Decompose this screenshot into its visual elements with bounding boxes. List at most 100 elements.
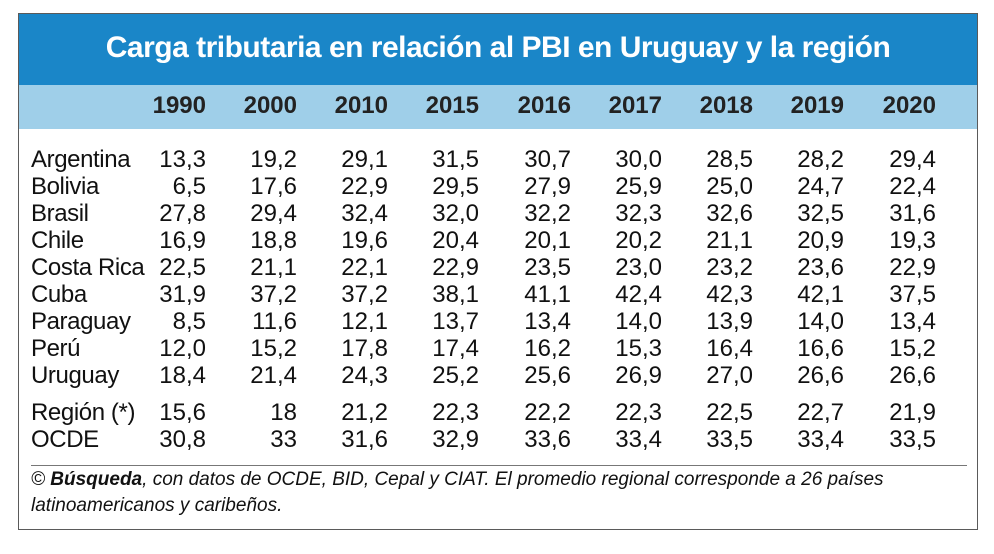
table-cell: 29,1 [341, 146, 388, 173]
row-label: Costa Rica [31, 254, 145, 281]
table-cell: 29,4 [250, 200, 297, 227]
table-cell: 27,0 [706, 362, 753, 389]
table-cell: 13,7 [432, 308, 479, 335]
table-cell: 28,5 [706, 146, 753, 173]
table-cell: 22,3 [615, 399, 662, 426]
row-label: Perú [31, 335, 81, 362]
table-cell: 14,0 [797, 308, 844, 335]
table-cell: 31,5 [432, 146, 479, 173]
table-cell: 33,4 [615, 426, 662, 453]
table-cell: 22,9 [432, 254, 479, 281]
column-header-2019: 2019 [790, 92, 844, 119]
table-cell: 16,2 [524, 335, 571, 362]
table-cell: 22,1 [341, 254, 388, 281]
table-cell: 23,0 [615, 254, 662, 281]
table-cell: 31,6 [341, 426, 388, 453]
table-cell: 29,5 [432, 173, 479, 200]
table-cell: 15,6 [159, 399, 206, 426]
table-cell: 27,9 [524, 173, 571, 200]
table-cell: 8,5 [172, 308, 206, 335]
table-cell: 16,9 [159, 227, 206, 254]
table-cell: 15,2 [889, 335, 936, 362]
table-cell: 42,3 [706, 281, 753, 308]
table-cell: 18,4 [159, 362, 206, 389]
table-cell: 31,9 [159, 281, 206, 308]
table-cell: 32,3 [615, 200, 662, 227]
table-cell: 13,3 [159, 146, 206, 173]
table-cell: 32,6 [706, 200, 753, 227]
table-cell: 33,5 [706, 426, 753, 453]
table-cell: 25,6 [524, 362, 571, 389]
table-cell: 32,0 [432, 200, 479, 227]
table-cell: 15,2 [250, 335, 297, 362]
table-cell: 25,0 [706, 173, 753, 200]
table-cell: 21,2 [341, 399, 388, 426]
source-note: © Búsqueda, con datos de OCDE, BID, Cepa… [31, 467, 967, 519]
column-header-2018: 2018 [699, 92, 753, 119]
row-label: Cuba [31, 281, 87, 308]
row-label: OCDE [31, 426, 99, 453]
table-cell: 17,4 [432, 335, 479, 362]
table-cell: 19,2 [250, 146, 297, 173]
table-cell: 30,7 [524, 146, 571, 173]
table-cell: 12,1 [341, 308, 388, 335]
row-label: Paraguay [31, 308, 131, 335]
table-cell: 20,2 [615, 227, 662, 254]
table-cell: 11,6 [252, 308, 297, 335]
title-bar: Carga tributaria en relación al PBI en U… [19, 14, 977, 85]
table-cell: 16,4 [706, 335, 753, 362]
row-label: Brasil [31, 200, 89, 227]
table-cell: 17,6 [250, 173, 297, 200]
table-cell: 33,5 [889, 426, 936, 453]
table-cell: 37,5 [889, 281, 936, 308]
row-label: Uruguay [31, 362, 119, 389]
table-cell: 26,6 [797, 362, 844, 389]
table-cell: 22,9 [889, 254, 936, 281]
table-cell: 28,2 [797, 146, 844, 173]
table-cell: 20,4 [432, 227, 479, 254]
column-header-2020: 2020 [882, 92, 936, 119]
table-cell: 38,1 [432, 281, 479, 308]
table-cell: 22,3 [432, 399, 479, 426]
table-cell: 25,2 [432, 362, 479, 389]
table-cell: 6,5 [172, 173, 206, 200]
table-cell: 33,4 [797, 426, 844, 453]
column-header-2015: 2015 [425, 92, 479, 119]
table-cell: 42,4 [615, 281, 662, 308]
table-cell: 22,7 [797, 399, 844, 426]
table-cell: 20,1 [524, 227, 571, 254]
table-cell: 18 [270, 399, 297, 426]
column-header-2016: 2016 [517, 92, 571, 119]
table-cell: 37,2 [250, 281, 297, 308]
row-label: Argentina [31, 146, 131, 173]
footer-divider [31, 465, 967, 466]
table-cell: 21,4 [250, 362, 297, 389]
row-label: Chile [31, 227, 84, 254]
table-cell: 19,3 [889, 227, 936, 254]
table-cell: 26,9 [615, 362, 662, 389]
table-cell: 21,1 [250, 254, 297, 281]
table-cell: 24,7 [797, 173, 844, 200]
table-frame: Carga tributaria en relación al PBI en U… [18, 13, 978, 530]
table-cell: 29,4 [889, 146, 936, 173]
table-cell: 12,0 [159, 335, 206, 362]
table-cell: 25,9 [615, 173, 662, 200]
table-cell: 23,5 [524, 254, 571, 281]
table-cell: 19,6 [341, 227, 388, 254]
table-cell: 22,9 [341, 173, 388, 200]
column-header-1990: 1990 [152, 92, 206, 119]
table-cell: 22,4 [889, 173, 936, 200]
table-cell: 14,0 [615, 308, 662, 335]
table-cell: 32,2 [524, 200, 571, 227]
table-cell: 18,8 [250, 227, 297, 254]
copyright-symbol: © [31, 469, 45, 490]
column-header-2017: 2017 [608, 92, 662, 119]
table-cell: 22,2 [524, 399, 571, 426]
column-header-2000: 2000 [243, 92, 297, 119]
table-cell: 37,2 [341, 281, 388, 308]
column-header-2010: 2010 [334, 92, 388, 119]
table-cell: 32,9 [432, 426, 479, 453]
table-cell: 41,1 [524, 281, 571, 308]
table-cell: 26,6 [889, 362, 936, 389]
table-cell: 33,6 [524, 426, 571, 453]
